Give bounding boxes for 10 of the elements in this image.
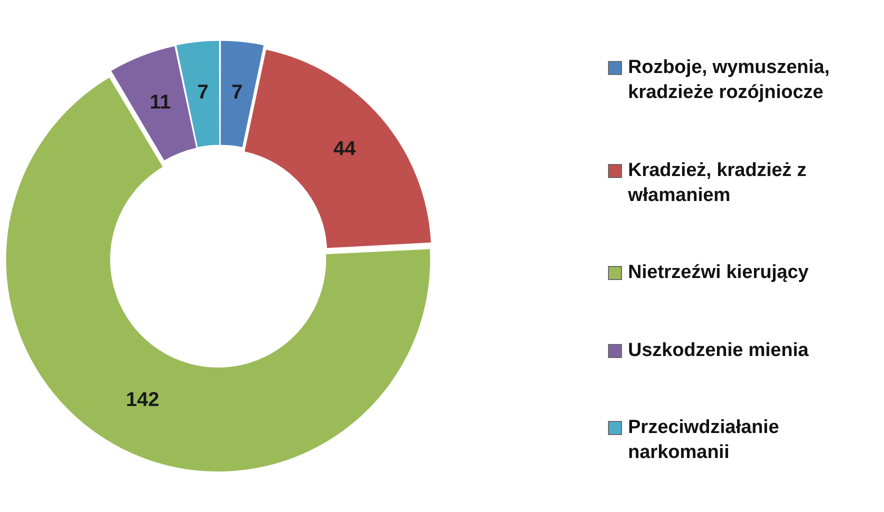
legend-label: Przeciwdziałanie narkomanii — [628, 416, 780, 465]
data-label: 44 — [334, 138, 357, 160]
data-label: 142 — [126, 389, 160, 412]
data-label: 7 — [232, 81, 243, 104]
legend-label: Rozboje, wymuszenia, kradzieże rozójniocze — [628, 56, 831, 105]
legend-label: Nietrzeźwi kierujący — [628, 261, 809, 285]
legend-label: Kradzież, kradzież z włamaniem — [628, 158, 808, 208]
data-label: 11 — [150, 92, 171, 114]
legend-label: Uszkodzenie mienia — [628, 338, 809, 362]
data-label: 7 — [197, 81, 208, 104]
